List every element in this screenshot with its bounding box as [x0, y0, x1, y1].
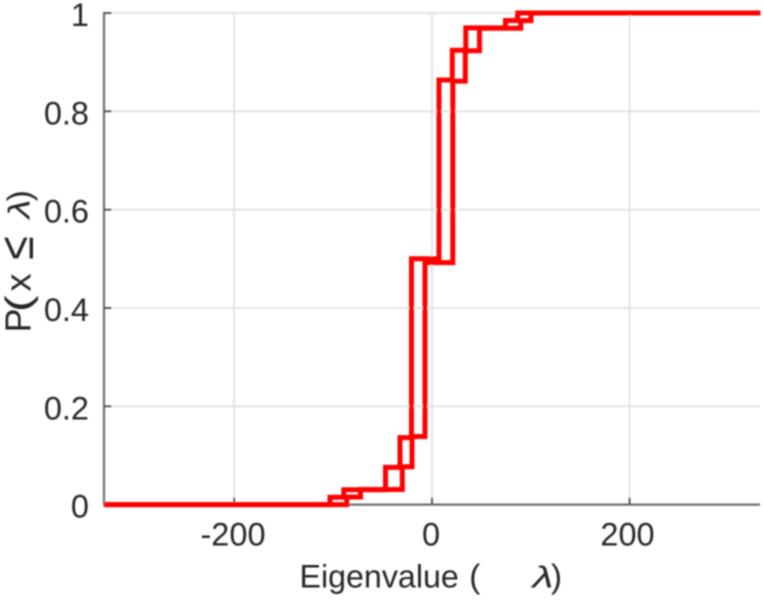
- svg-text:x: x: [0, 274, 39, 292]
- svg-text:λ: λ: [530, 560, 554, 595]
- svg-text:1: 1: [71, 0, 89, 33]
- svg-text:(: (: [0, 295, 39, 312]
- svg-text:λ: λ: [2, 200, 37, 221]
- svg-text:200: 200: [600, 516, 654, 552]
- svg-text:P: P: [0, 308, 39, 332]
- svg-text:-200: -200: [200, 516, 265, 552]
- svg-text:0.4: 0.4: [44, 292, 89, 328]
- svg-text:0: 0: [71, 489, 89, 525]
- svg-text:Eigenvalue: Eigenvalue: [300, 559, 459, 595]
- svg-text:0.6: 0.6: [44, 194, 89, 230]
- svg-text:≤: ≤: [0, 236, 44, 259]
- svg-text:0.2: 0.2: [44, 390, 89, 426]
- svg-text:0: 0: [422, 516, 440, 552]
- svg-text:0.8: 0.8: [44, 95, 89, 131]
- svg-text:): ): [551, 558, 562, 595]
- svg-text:): ): [1, 190, 38, 201]
- svg-text:(: (: [469, 558, 480, 595]
